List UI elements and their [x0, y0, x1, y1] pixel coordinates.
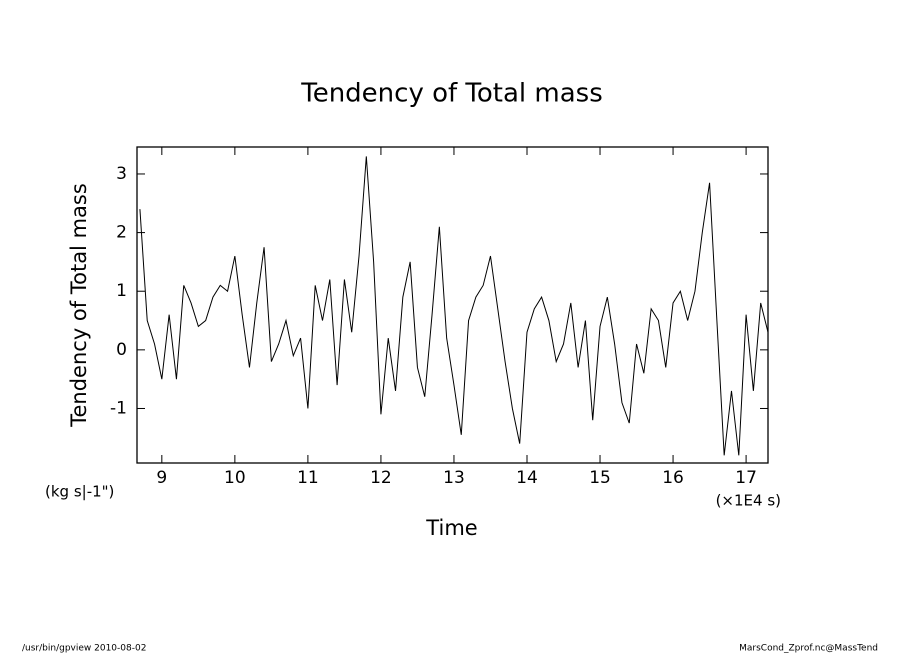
x-tick-label: 13 [443, 468, 465, 488]
x-tick-label: 15 [589, 468, 611, 488]
x-tick-label: 11 [297, 468, 319, 488]
y-tick-label: 2 [116, 223, 127, 243]
y-axis-units: (kg s|-1") [45, 483, 114, 501]
y-tick-label: -1 [110, 398, 127, 418]
chart-title: Tendency of Total mass [300, 79, 603, 109]
y-tick-label: 0 [116, 340, 127, 360]
y-axis-label: Tendency of Total mass [67, 183, 91, 428]
y-tick-label: 3 [116, 164, 127, 184]
x-tick-label: 10 [224, 468, 246, 488]
plot-frame [136, 146, 769, 464]
x-axis-label: Time [425, 516, 477, 540]
x-tick-label: 9 [156, 468, 167, 488]
footer-right: MarsCond_Zprof.nc@MassTend [739, 644, 878, 654]
footer-left: /usr/bin/gpview 2010-08-02 [22, 644, 146, 654]
x-tick-label: 16 [662, 468, 684, 488]
x-tick-label: 17 [735, 468, 757, 488]
x-tick-label: 14 [516, 468, 538, 488]
data-line [139, 156, 769, 456]
x-tick-label: 12 [370, 468, 392, 488]
x-axis-units: (×1E4 s) [716, 492, 781, 510]
y-tick-label: 1 [116, 281, 127, 301]
